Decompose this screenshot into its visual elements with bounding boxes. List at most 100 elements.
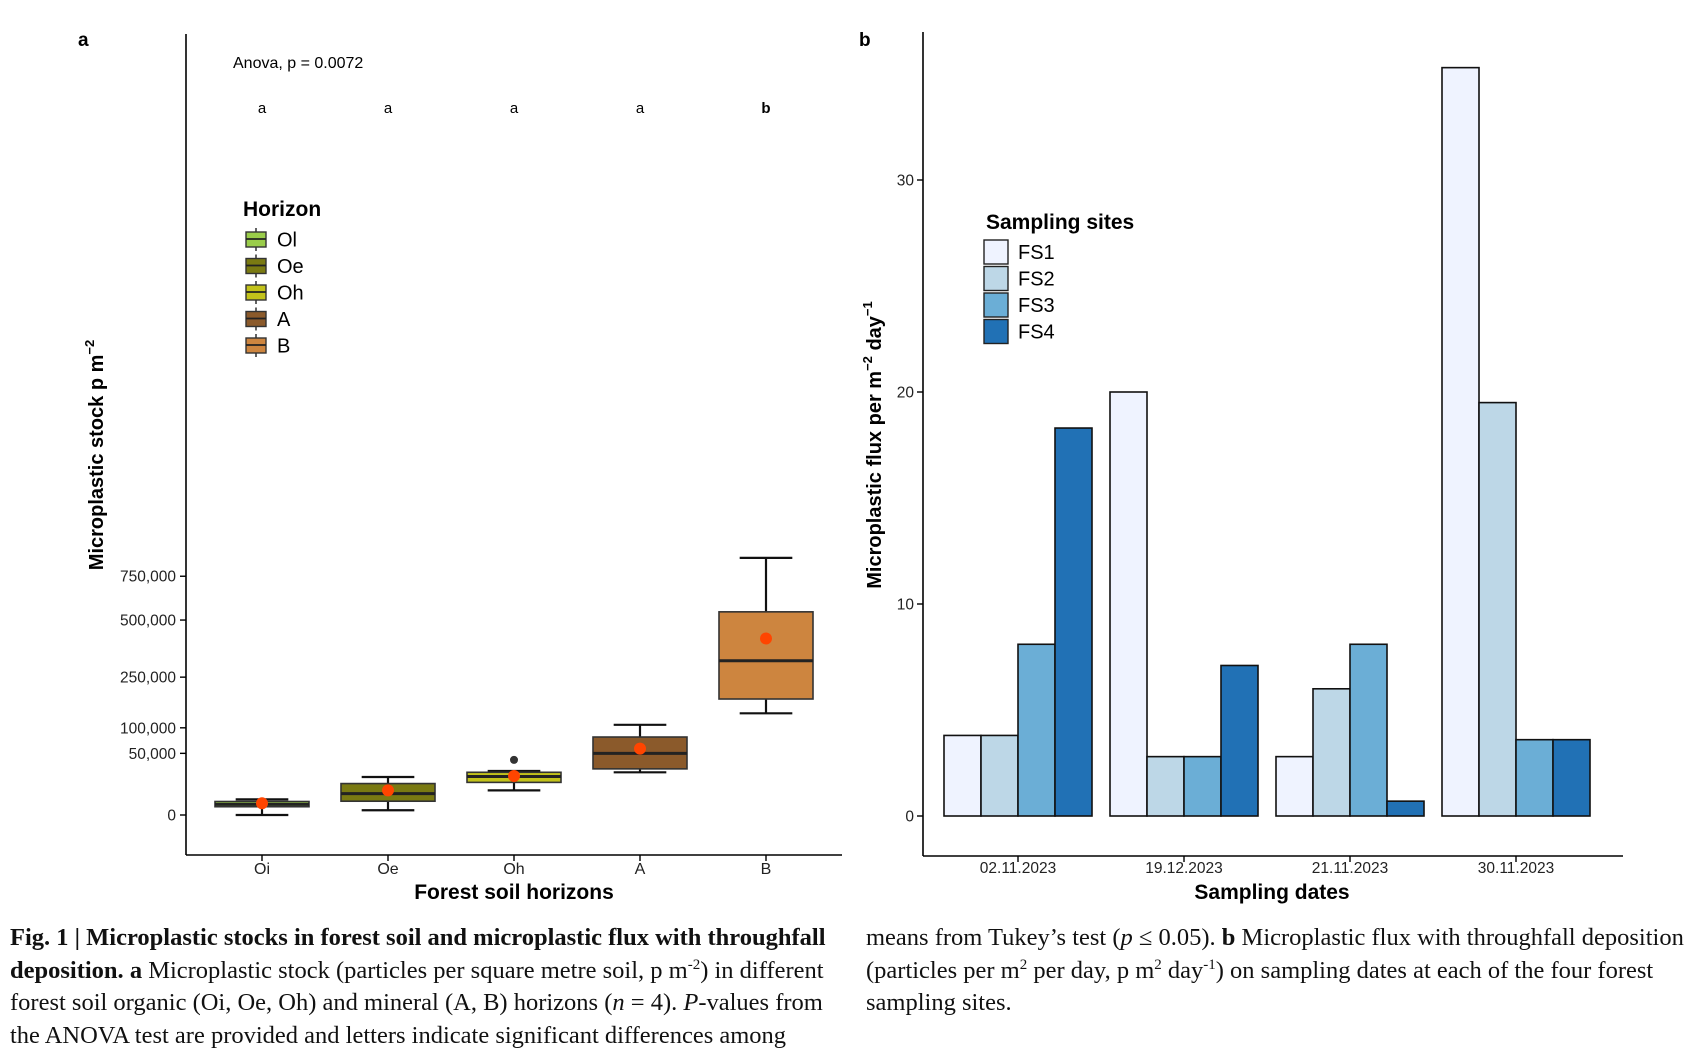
y-tick-label: 100,000 [120, 720, 176, 737]
mean-point [508, 770, 520, 783]
legend-swatch [983, 265, 1009, 292]
legend-swatch [983, 292, 1009, 318]
y-tick-label: 20 [897, 385, 915, 402]
x-axis-ticks: 02.11.2023 19.12.2023 21.11.2023 30.11.2023 [980, 856, 1554, 877]
mean-point [634, 742, 646, 755]
y-tick-label: 0 [905, 809, 914, 826]
y-tick-label: 0 [167, 808, 176, 825]
bar-fs4 [1054, 427, 1093, 817]
bar-fs3 [1017, 643, 1056, 817]
x-axis-title: Sampling dates [1194, 881, 1349, 904]
legend-title: Horizon [243, 198, 321, 221]
x-tick-label: 19.12.2023 [1145, 860, 1223, 877]
bar-fs2 [1312, 687, 1351, 817]
x-tick-label: A [635, 861, 646, 878]
figure-caption-left: Fig. 1 | Microplastic stocks in forest s… [10, 924, 826, 1049]
x-tick-label: Oh [503, 861, 524, 878]
bar-fs2 [980, 734, 1019, 817]
box-oh [466, 755, 562, 792]
legend-label: Oe [277, 256, 304, 278]
legend-entry: FS2 [983, 265, 1055, 292]
mean-point [256, 797, 268, 810]
box-b [718, 556, 814, 715]
bar-group [1109, 391, 1259, 817]
x-tick-label: 30.11.2023 [1478, 860, 1554, 877]
x-tick-label: 02.11.2023 [980, 860, 1056, 877]
legend-sampling-sites: Sampling sites FS1 FS2 FS3 FS4 [983, 211, 1134, 345]
y-axis-title: Microplastic stock p m−2 [82, 340, 108, 570]
legend-label: FS3 [1018, 295, 1055, 317]
caption-figure-label: Fig. 1 | Microplastic stocks in forest s… [10, 924, 826, 984]
bar-fs1 [1441, 66, 1480, 817]
legend-label: A [277, 309, 291, 331]
y-tick-label: 500,000 [120, 613, 176, 630]
legend-entry: Ol [245, 228, 297, 252]
box-a [592, 723, 688, 774]
bar-group [1441, 66, 1591, 817]
anova-annotation: Anova, p = 0.0072 [233, 55, 363, 72]
panel-a-boxplot: a Anova, p = 0.0072 a a a a b 0 50,000 100,000… [78, 30, 842, 904]
caption-a-label: a [129, 956, 143, 984]
y-tick-label: 30 [897, 173, 915, 190]
x-axis-ticks: Oi Oe Oh A B [254, 855, 771, 878]
x-tick-label: Oe [377, 861, 398, 878]
legend-entry: Oh [245, 281, 304, 305]
bar-fs3 [1515, 738, 1554, 817]
legend-label: FS1 [1018, 242, 1055, 264]
legend-horizon: Horizon Ol Oe Oh AB [243, 198, 321, 358]
bar-group [943, 427, 1093, 817]
panel-b-barchart: b 0 10 20 30 02.11.2023 19.12.2023 21.11.2023… [859, 30, 1623, 904]
significance-letter: a [510, 100, 519, 117]
legend-label: FS2 [1018, 269, 1055, 291]
significance-letter: b [761, 100, 770, 117]
box-oe [340, 775, 436, 812]
y-axis-ticks: 0 50,000 100,000 250,000 500,000 750,000 [120, 569, 186, 825]
y-tick-label: 10 [897, 597, 915, 614]
y-tick-label: 50,000 [129, 746, 177, 763]
bar-fs1 [1275, 755, 1314, 817]
panel-label-a: a [78, 30, 89, 51]
box-oi [214, 797, 310, 817]
y-tick-label: 250,000 [120, 670, 176, 687]
bar-fs3 [1349, 643, 1388, 817]
figure: a Anova, p = 0.0072 a a a a b 0 50,000 100,000… [78, 30, 1623, 904]
bar-group [1275, 643, 1425, 817]
bar-fs4 [1386, 800, 1425, 817]
caption-b-label: b [1221, 924, 1236, 951]
legend-title: Sampling sites [986, 211, 1134, 234]
x-tick-label: Oi [254, 861, 270, 878]
bar-fs1 [1109, 391, 1148, 817]
legend-label: B [277, 336, 290, 358]
x-axis-title: Forest soil horizons [414, 881, 614, 904]
legend-entry: B [245, 334, 290, 358]
significance-letter: a [636, 100, 645, 117]
significance-letter: a [384, 100, 393, 117]
bar-fs2 [1146, 755, 1185, 817]
legend-swatch [983, 239, 1009, 265]
legend-swatch [983, 318, 1009, 345]
mean-point [760, 632, 772, 645]
legend-entry: FS1 [983, 239, 1055, 265]
bars [943, 66, 1591, 817]
figure-caption-right: means from Tukey’s test (p ≤ 0.05). b Mi… [866, 924, 1684, 1016]
bar-fs3 [1183, 755, 1222, 817]
bar-fs2 [1478, 401, 1517, 817]
bar-fs4 [1220, 664, 1259, 817]
bar-fs4 [1552, 738, 1591, 817]
boxplots [214, 556, 814, 817]
legend-entry: Oe [245, 254, 304, 278]
legend-label: FS4 [1018, 322, 1055, 344]
legend-entry: FS3 [983, 292, 1055, 318]
box-iqr [718, 611, 814, 700]
y-axis-title: Microplastic flux per m−2 day−1 [860, 301, 886, 589]
legend-entry: FS4 [983, 318, 1055, 345]
y-axis-ticks: 0 10 20 30 [897, 173, 923, 826]
x-tick-label: B [761, 861, 772, 878]
bar-fs1 [943, 734, 982, 817]
legend-label: Oh [277, 283, 304, 305]
legend-entry: A [245, 307, 291, 331]
significance-letter: a [258, 100, 267, 117]
legend-label: Ol [277, 230, 297, 252]
outlier-point [510, 755, 518, 764]
